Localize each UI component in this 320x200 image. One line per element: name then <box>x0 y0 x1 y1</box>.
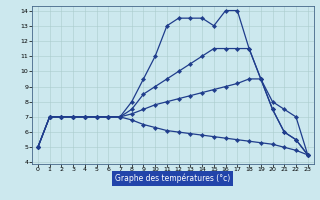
X-axis label: Graphe des températures (°c): Graphe des températures (°c) <box>115 174 230 183</box>
